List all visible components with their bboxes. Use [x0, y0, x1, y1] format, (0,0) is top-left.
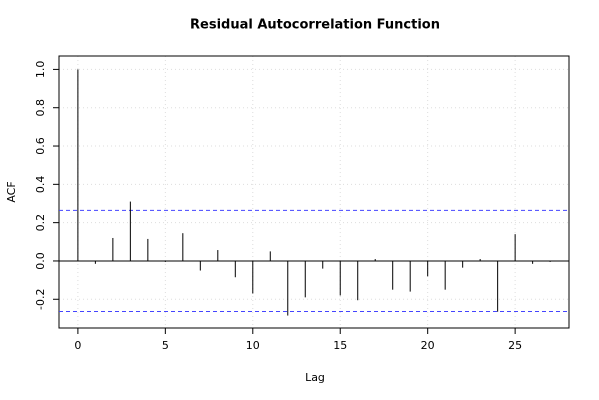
- x-tick-label: 25: [508, 339, 522, 352]
- chart-title: Residual Autocorrelation Function: [190, 18, 440, 33]
- x-tick-label: 15: [333, 339, 347, 352]
- y-tick-label: 1.0: [34, 61, 47, 79]
- y-tick-label: 0.8: [34, 99, 47, 117]
- y-axis-label: ACF: [5, 181, 18, 202]
- x-tick-label: 20: [421, 339, 435, 352]
- x-tick-label: 10: [246, 339, 260, 352]
- x-tick-label: 0: [74, 339, 81, 352]
- x-axis-label: Lag: [305, 371, 325, 384]
- y-tick-label: 0.2: [34, 214, 47, 232]
- y-tick-label: 0.4: [34, 176, 47, 194]
- y-tick-label: 0.6: [34, 137, 47, 155]
- y-tick-label: -0.2: [34, 289, 47, 310]
- plot-frame: [58, 55, 570, 329]
- y-tick-label: 0.0: [34, 252, 47, 270]
- x-tick-label: 5: [162, 339, 169, 352]
